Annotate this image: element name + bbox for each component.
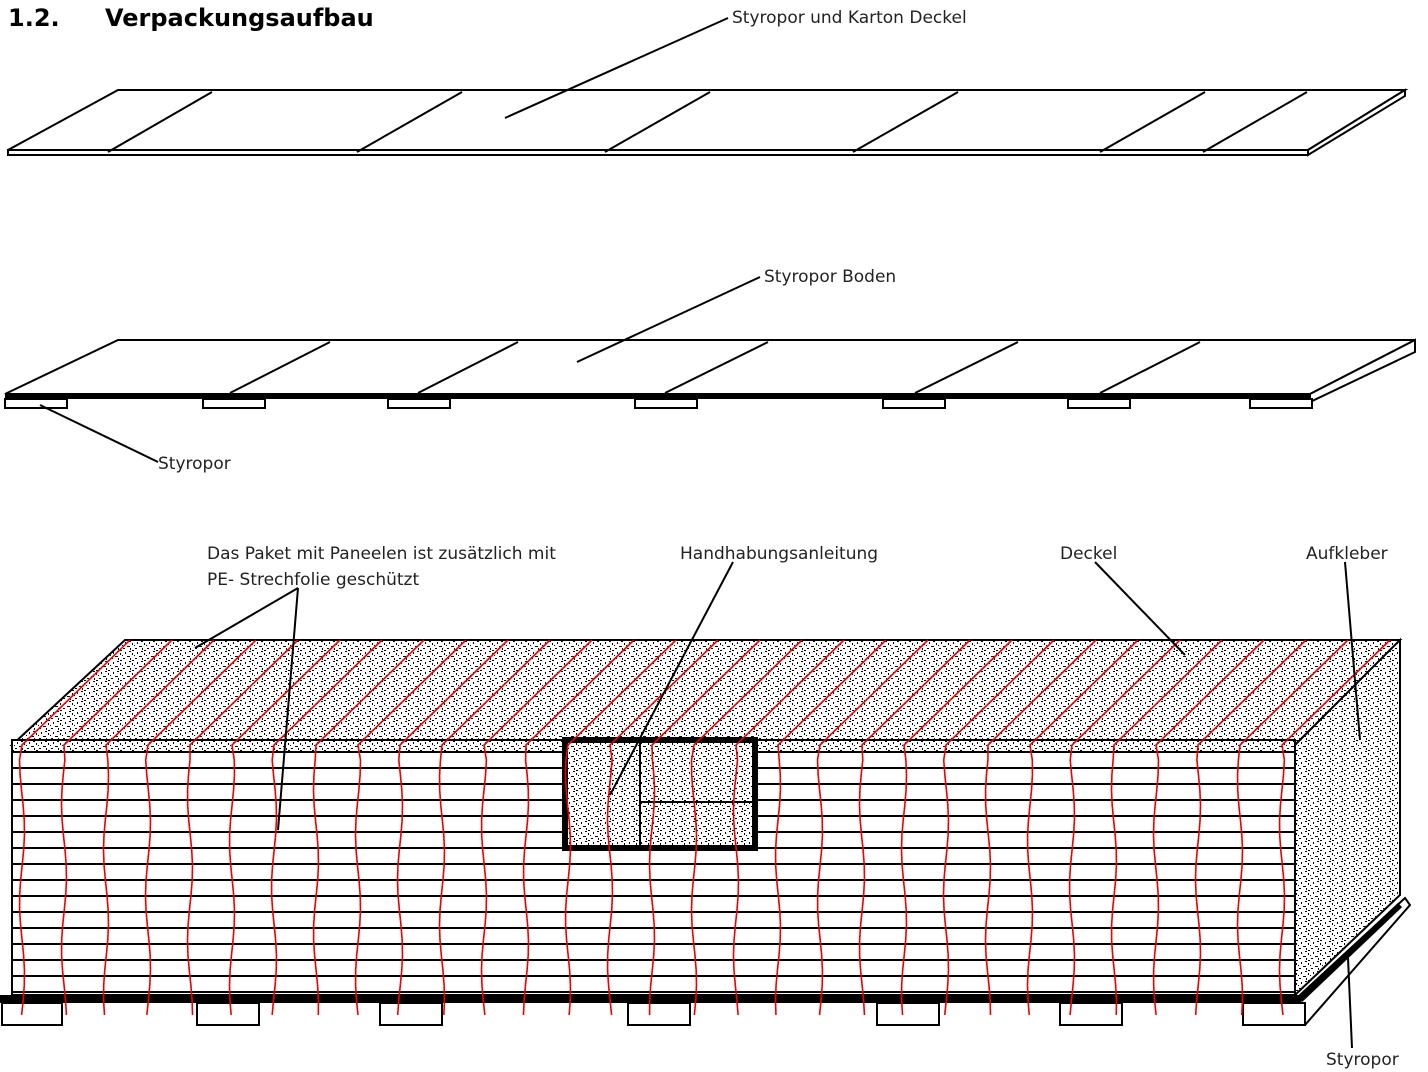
stretch-film (606, 639, 719, 1016)
stretch-film (1152, 639, 1265, 1016)
stretch-film (732, 639, 845, 1016)
stretch-film (648, 639, 761, 1016)
stretch-film (102, 639, 215, 1016)
section-title: Verpackungsaufbau (105, 4, 374, 32)
label-base-blocks: Styropor (1326, 1050, 1399, 1070)
stretch-film (396, 639, 509, 1016)
stretch-film (942, 639, 1055, 1016)
lid (7, 17, 1409, 157)
stretch-film (312, 639, 425, 1016)
stretch-film (564, 639, 677, 1016)
stretch-film (984, 639, 1097, 1016)
leader-line (39, 404, 159, 463)
stretch-film (18, 639, 131, 1016)
stretch-film (774, 639, 887, 1016)
stretch-film (1026, 639, 1139, 1016)
label-lid: Styropor und Karton Deckel (732, 8, 967, 28)
label-handling: Handhabungsanleitung (680, 544, 878, 564)
label-sticker: Aufkleber (1306, 544, 1388, 564)
stretch-film (438, 639, 551, 1016)
stretch-film (816, 639, 929, 1016)
section-number: 1.2. (8, 4, 60, 32)
stretch-film (1194, 639, 1307, 1016)
leader-line (576, 276, 761, 363)
stretch-film (1278, 639, 1391, 1016)
package (0, 561, 1412, 1049)
stretch-film (354, 639, 467, 1016)
stretch-film (522, 639, 635, 1016)
stretch-film (144, 639, 257, 1016)
stretch-film (1236, 639, 1349, 1016)
leader-line (504, 17, 729, 119)
label-film: PE- Strechfolie geschützt (207, 570, 419, 590)
stretch-film (1068, 639, 1181, 1016)
stretch-film (1110, 639, 1223, 1016)
label-floor: Styropor Boden (764, 267, 896, 287)
label-cover: Deckel (1060, 544, 1117, 564)
label-film: Das Paket mit Paneelen ist zusätzlich mi… (207, 544, 556, 564)
stretch-film (270, 639, 383, 1016)
stretch-film (186, 639, 299, 1016)
stretch-film (480, 639, 593, 1016)
label-floor-blocks: Styropor (158, 454, 231, 474)
stretch-film (858, 639, 971, 1016)
leader-lines (194, 561, 1361, 1049)
stretch-film (228, 639, 341, 1016)
stretch-film (900, 639, 1013, 1016)
floor (4, 276, 1416, 463)
stretch-film (690, 639, 803, 1016)
stretch-film (60, 639, 173, 1016)
